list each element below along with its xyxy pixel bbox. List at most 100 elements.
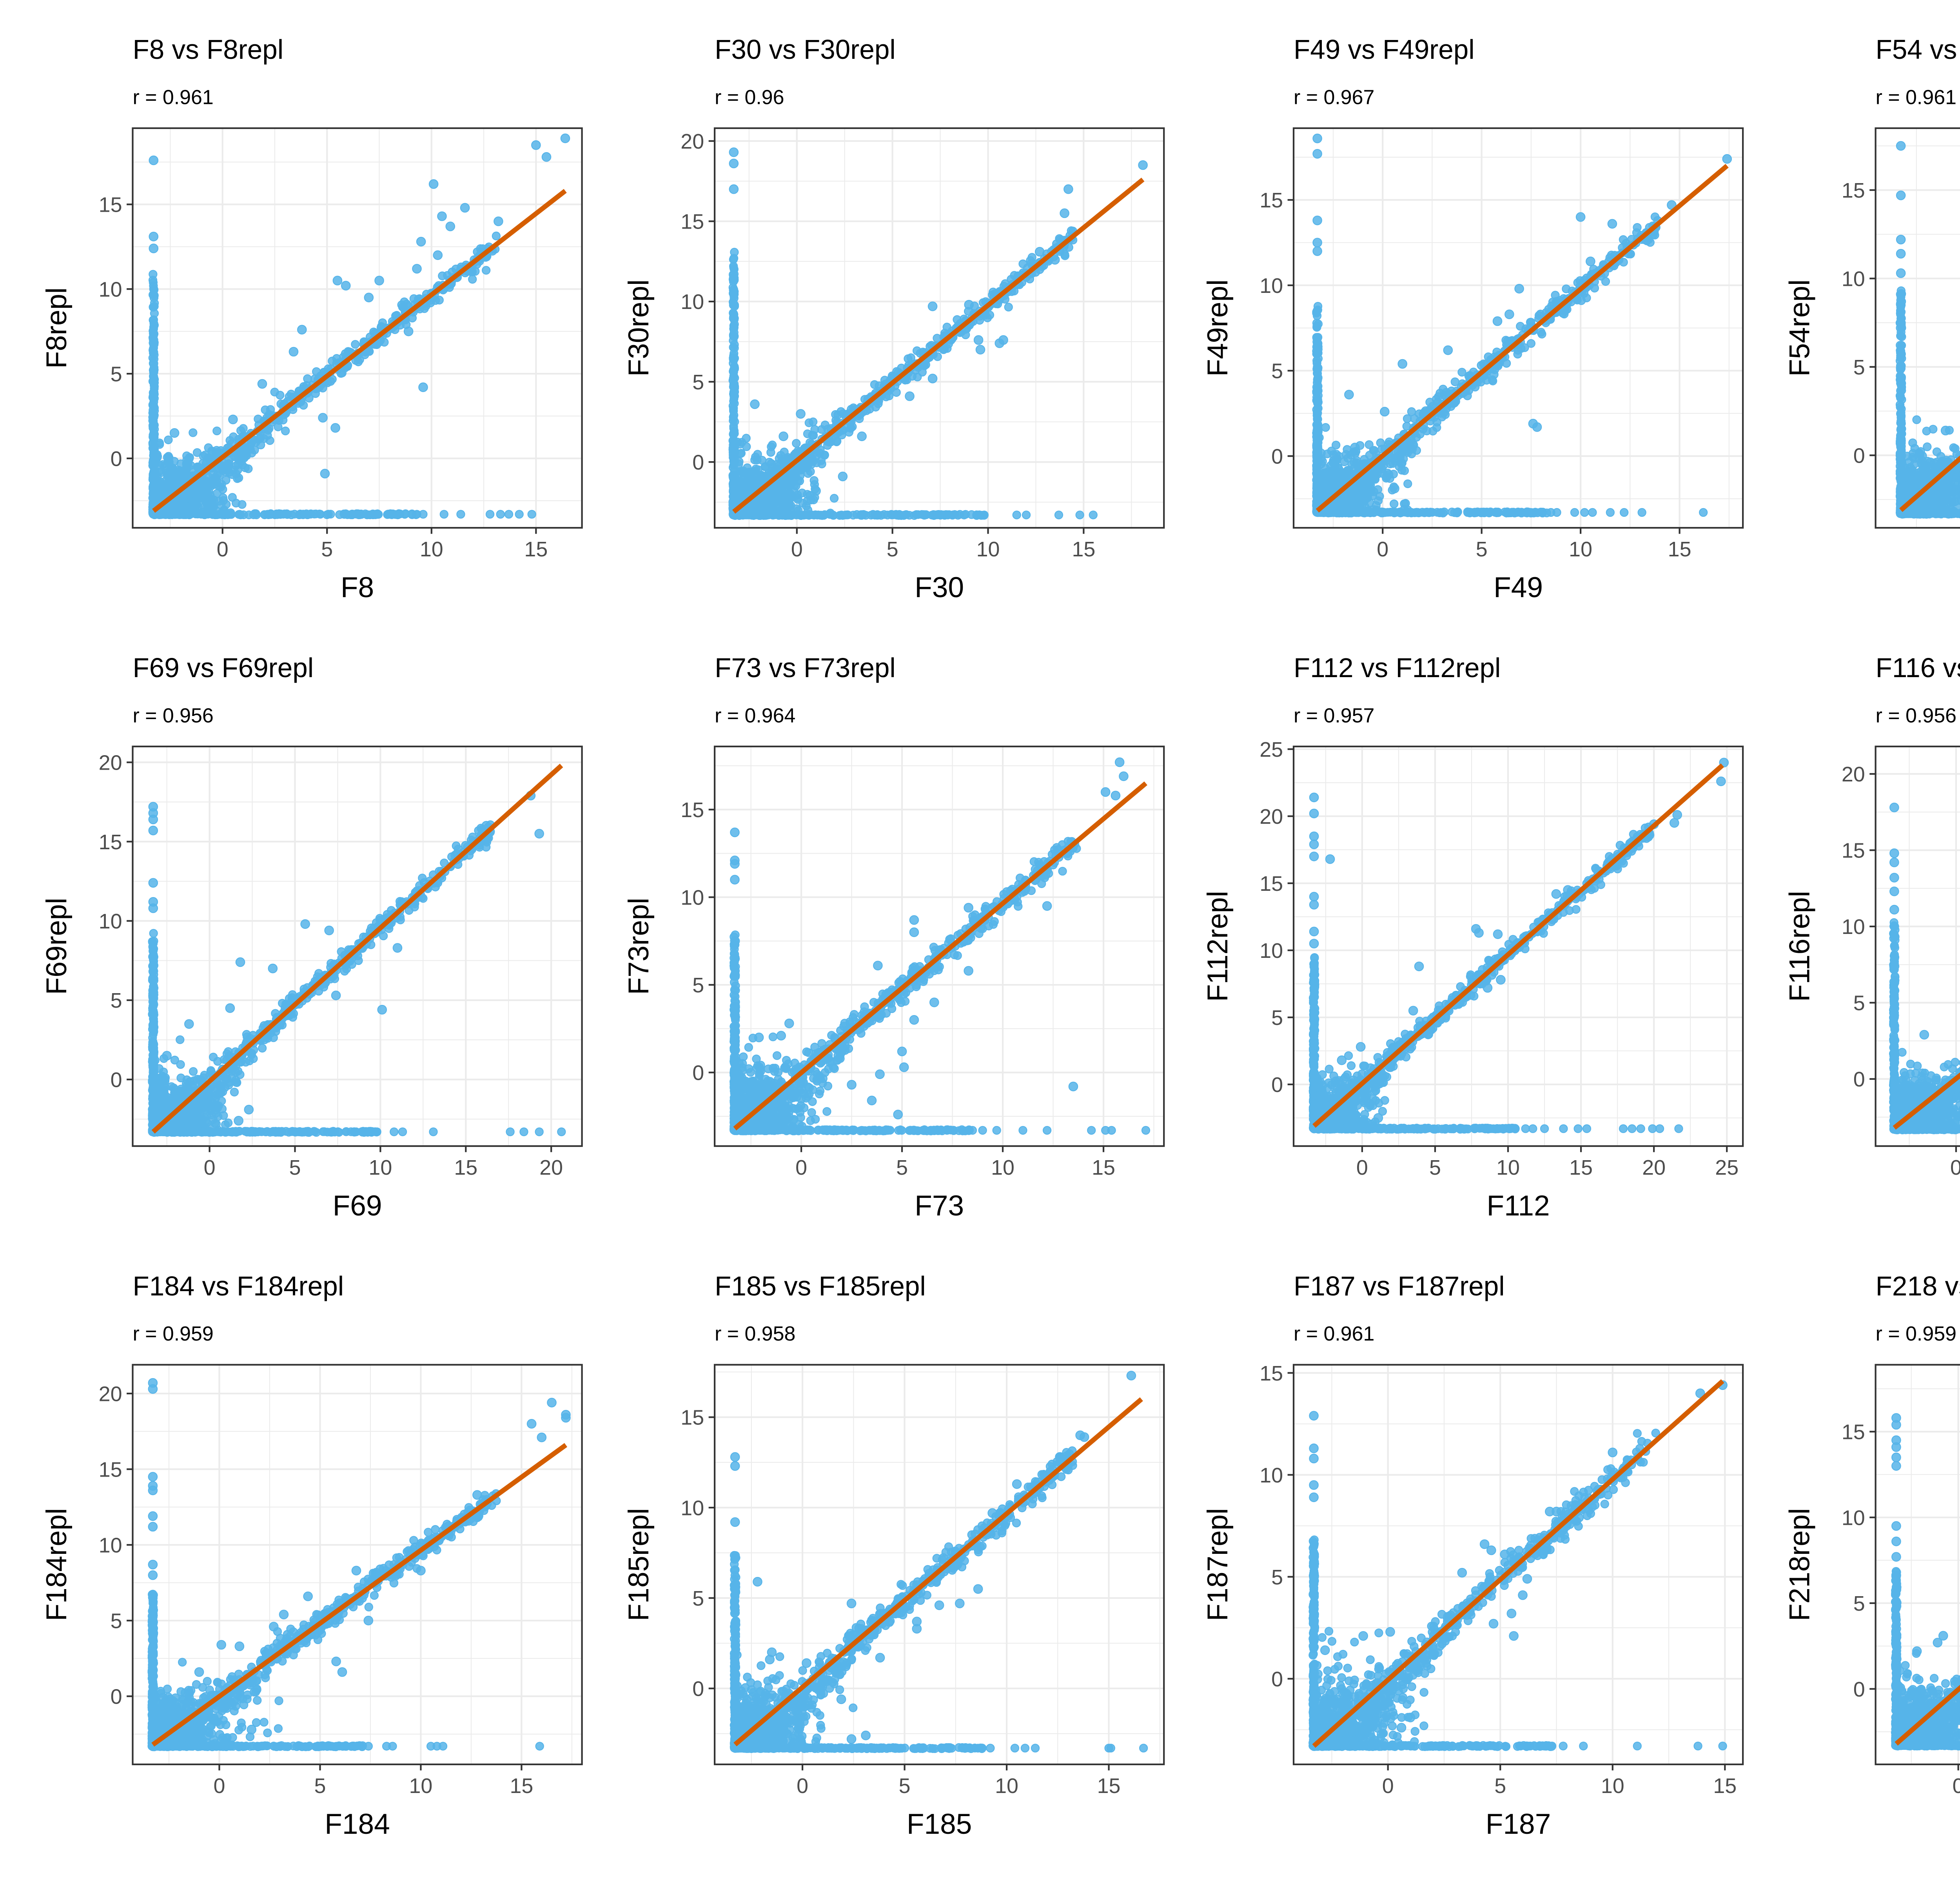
data-point (732, 491, 741, 500)
data-point (1570, 508, 1579, 517)
data-point (933, 510, 942, 520)
data-point (1319, 476, 1328, 485)
data-point (383, 510, 392, 519)
data-point (763, 500, 772, 509)
outlier-point (257, 379, 267, 389)
data-point (155, 438, 164, 447)
data-point (1012, 510, 1021, 520)
outlier-point (975, 345, 985, 355)
outlier-point (750, 399, 760, 409)
outlier-point (1397, 359, 1408, 369)
data-point (1536, 507, 1545, 517)
data-point (1054, 510, 1063, 520)
data-point (251, 509, 260, 518)
outlier-point (1350, 443, 1360, 452)
data-point (1637, 508, 1646, 517)
y-tick-label: 15 (99, 193, 122, 216)
data-point (176, 466, 185, 475)
outlier-point (364, 292, 374, 303)
data-point (208, 480, 217, 489)
y-tick-label: 5 (111, 362, 122, 386)
outlier-point (412, 264, 422, 274)
data-point (273, 510, 282, 519)
data-point (225, 468, 234, 477)
panel-subtitle: r = 0.961 (132, 86, 213, 109)
panel-title: F8 vs F8repl (132, 34, 283, 65)
x-tick-label: 10 (1569, 538, 1592, 561)
data-point (326, 510, 335, 519)
data-point (1435, 508, 1444, 517)
data-point (1022, 510, 1031, 520)
data-point (515, 510, 524, 519)
data-point (1517, 508, 1526, 517)
data-point (1457, 368, 1466, 377)
outlier-point (320, 469, 330, 479)
data-point (784, 454, 793, 463)
data-point (1313, 403, 1322, 412)
data-point (812, 458, 821, 467)
data-point (1465, 508, 1474, 518)
outlier-point (437, 211, 447, 221)
data-point (1357, 480, 1366, 489)
data-point (809, 476, 818, 485)
data-point (192, 448, 202, 457)
data-point (729, 289, 738, 298)
data-point (164, 452, 173, 461)
data-point (766, 448, 775, 457)
data-point (730, 343, 739, 352)
data-point (1646, 238, 1655, 247)
data-point (1552, 508, 1561, 517)
points-layer (728, 147, 1148, 520)
data-point (419, 510, 428, 519)
y-tick-label: 15 (681, 210, 704, 234)
data-point (735, 457, 744, 466)
x-tick-label: 10 (976, 538, 1000, 561)
outlier-point (560, 133, 570, 144)
data-point (1313, 362, 1322, 371)
data-point (1560, 307, 1569, 316)
outlier-point (973, 335, 984, 345)
data-point (203, 507, 212, 516)
panel-subtitle: r = 0.961 (1876, 86, 1956, 109)
data-point (758, 472, 767, 481)
outlier-point (1050, 255, 1060, 265)
outlier-point (228, 414, 238, 425)
data-point (730, 429, 739, 438)
data-point (198, 459, 207, 468)
outlier-point (428, 179, 439, 189)
data-point (1606, 508, 1615, 517)
y-tick-label: 0 (111, 447, 122, 470)
data-point (1395, 451, 1404, 460)
outlier-point (729, 158, 739, 169)
outlier-point (297, 325, 307, 335)
outlier-point (341, 281, 351, 291)
data-point (1312, 323, 1321, 332)
data-point (1312, 333, 1321, 343)
data-point (176, 499, 185, 508)
data-point (953, 511, 962, 520)
data-point (731, 474, 740, 483)
x-tick-label: 0 (791, 538, 803, 561)
data-point (149, 270, 158, 279)
outlier-point (149, 155, 159, 165)
outlier-point (1586, 256, 1595, 266)
data-point (189, 428, 198, 437)
data-point (456, 510, 465, 519)
data-point (870, 380, 879, 389)
y-axis-title: F8repl (41, 287, 73, 369)
data-point (729, 262, 738, 271)
panel-border (132, 127, 583, 529)
data-point (1620, 508, 1629, 517)
data-point (1526, 339, 1535, 348)
data-point (282, 509, 291, 518)
data-point (730, 331, 739, 341)
data-point (750, 455, 759, 465)
outlier-point (201, 496, 211, 506)
y-axis-title: F30repl (623, 280, 655, 377)
outlier-point (541, 152, 552, 162)
y-tick-label: 20 (681, 130, 704, 153)
outlier-point (1575, 212, 1586, 222)
outlier-point (1034, 247, 1045, 257)
data-point (296, 510, 305, 519)
